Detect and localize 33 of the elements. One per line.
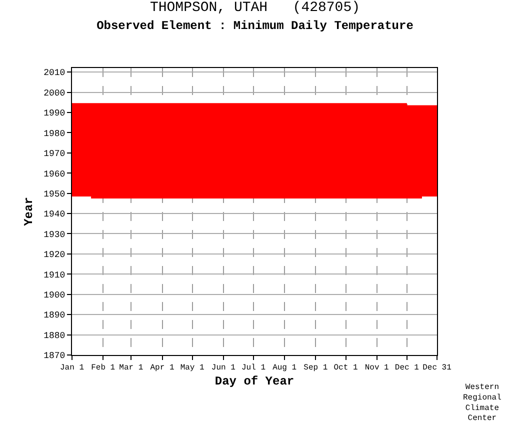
x-tick-label: May 1: [180, 364, 205, 373]
y-tick-label: 1970: [44, 149, 66, 160]
y-tick-label: 1870: [44, 351, 66, 362]
x-tick-label: Oct 1: [334, 364, 358, 373]
y-tick-label: 1900: [44, 290, 66, 301]
y-tick-label: 1960: [44, 169, 66, 180]
x-tick-label: Mar 1: [119, 364, 144, 373]
chart-subtitle: Observed Element : Minimum Daily Temperature: [96, 19, 414, 34]
y-tick-label: 1980: [44, 128, 66, 139]
x-tick-label: Jul 1: [241, 364, 266, 373]
x-tick-label: Dec 31: [422, 364, 452, 373]
x-tick-label: Sep 1: [304, 364, 328, 373]
y-tick-label: 1920: [44, 250, 66, 260]
x-tick-label: Jan 1: [60, 364, 84, 373]
y-tick-label: 1930: [44, 230, 66, 240]
x-tick-label: Dec 1: [394, 364, 420, 373]
x-tick-label: Nov 1: [364, 364, 390, 373]
y-tick-label: 1950: [44, 189, 66, 200]
y-tick-label: 1990: [44, 108, 66, 119]
chart-title: THOMPSON, UTAH (428705): [150, 0, 360, 16]
x-axis-title: Day of Year: [214, 374, 294, 388]
x-tick-label: Apr 1: [150, 364, 174, 373]
y-tick-label: 1890: [44, 310, 66, 321]
x-tick-label: Jun 1: [211, 364, 236, 373]
x-tick-label: Aug 1: [272, 364, 297, 373]
y-tick-label: 1910: [44, 270, 66, 280]
x-tick-label: Feb 1: [91, 364, 116, 373]
y-axis-title: Year: [22, 197, 36, 226]
y-tick-label: 1940: [44, 210, 66, 220]
y-tick-label: 2010: [44, 68, 66, 78]
y-tick-label: 2000: [44, 88, 66, 98]
text: Western Regional Climate Center: [463, 383, 502, 424]
y-tick-label: 1880: [44, 330, 66, 341]
